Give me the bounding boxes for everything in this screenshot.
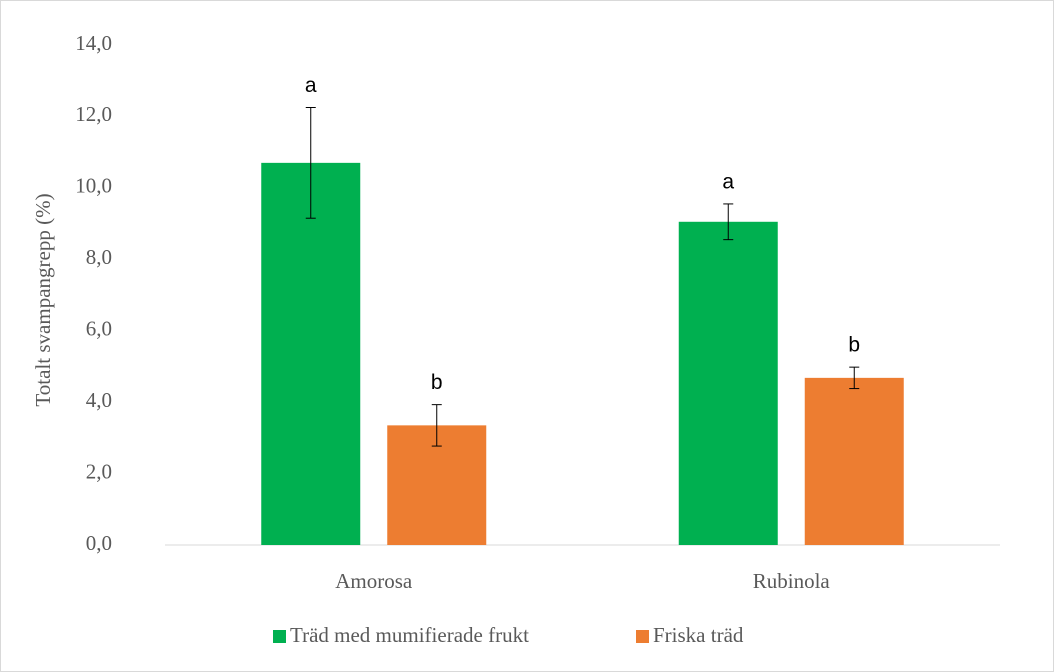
x-tick-label: Rubinola (753, 569, 831, 593)
y-tick-label: 2,0 (86, 459, 112, 483)
bar (678, 221, 778, 546)
error-bar (723, 203, 734, 241)
y-tick-label: 14,0 (75, 31, 112, 55)
annotation: b (848, 334, 860, 357)
y-tick-label: 4,0 (86, 388, 112, 412)
y-tick-label: 8,0 (86, 245, 112, 269)
legend-swatch (636, 630, 649, 643)
bar (261, 162, 361, 545)
y-tick-label: 10,0 (75, 174, 112, 198)
y-tick-label: 6,0 (86, 317, 112, 341)
error-bar (849, 366, 860, 390)
annotation: b (431, 371, 443, 394)
y-tick-label: 0,0 (86, 531, 112, 555)
annotation: a (722, 170, 734, 193)
legend-swatch (273, 630, 286, 643)
legend-label: Träd med mumifierade frukt (290, 623, 529, 647)
bar (804, 377, 904, 545)
annotation: a (305, 74, 317, 97)
y-tick-label: 12,0 (75, 102, 112, 126)
y-axis-title: Totalt svampangrepp (%) (31, 193, 55, 406)
error-bar (431, 404, 442, 447)
error-bar (305, 107, 316, 219)
x-tick-label: Amorosa (335, 569, 413, 593)
legend-label: Friska träd (653, 623, 744, 647)
